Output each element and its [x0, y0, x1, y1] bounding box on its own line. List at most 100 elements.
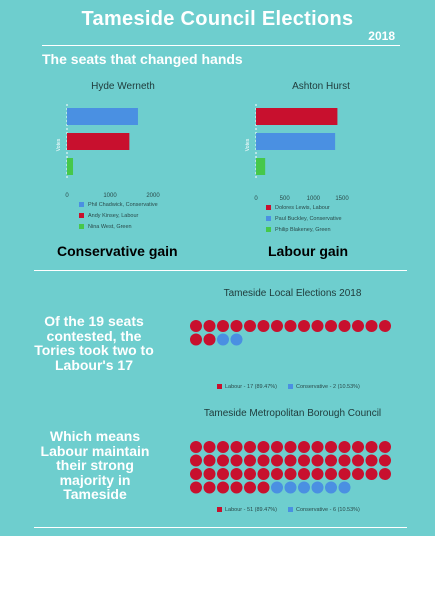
x-tick-label: 500: [280, 196, 291, 202]
bar-chart-ashton-hurst: Votes 0 500 1000 1500 Dolores Lewis, Labour Pa…: [245, 104, 349, 233]
divider: [34, 270, 407, 271]
bar-andy-kinsey-labour: [67, 133, 130, 150]
majority-summary-text: Which means Labour maintain their strong…: [40, 428, 150, 502]
x-tick-label: 2000: [146, 193, 160, 199]
x-tick-label: 1000: [103, 193, 117, 199]
section-subtitle: The seats that changed hands: [42, 51, 243, 67]
bar-phil-chadwick-conservative: [67, 108, 138, 125]
seat-dot-labour: [284, 320, 297, 332]
seat-dot-labour: [352, 320, 364, 332]
seat-dot-labour: [257, 468, 270, 480]
seat-dot-labour: [311, 454, 324, 467]
seat-dot-labour: [203, 320, 216, 332]
legend-label: Phil Chadwick, Conservative: [88, 202, 158, 208]
seat-dot-labour: [244, 481, 256, 494]
seat-dot-labour: [352, 454, 364, 467]
seat-dot-labour: [338, 468, 351, 480]
seat-dot-labour: [230, 481, 243, 494]
seat-dot-labour: [352, 468, 364, 480]
seat-dot-labour: [190, 441, 202, 453]
seat-dot-labour: [244, 468, 256, 480]
seat-dot-labour: [190, 468, 202, 480]
x-tick-label: 1500: [335, 196, 349, 202]
result-conservative-gain: Conservative gain: [57, 243, 178, 259]
seat-dot-labour: [217, 441, 229, 453]
x-tick-label: 0: [65, 193, 69, 199]
seat-dot-conservative: [271, 481, 283, 494]
legend-swatch: [79, 202, 84, 207]
seat-dot-conservative: [338, 481, 351, 494]
bar-dolores-lewis-labour: [256, 108, 338, 125]
year-label: 2018: [368, 29, 395, 43]
bar-chart-hyde-werneth: Votes 0 1000 2000 Phil Chadwick, Conservativ…: [56, 104, 160, 230]
seat-dot-labour: [230, 454, 243, 467]
seat-dot-labour: [217, 481, 229, 494]
seat-dot-labour: [190, 320, 202, 332]
seat-dot-labour: [257, 320, 270, 332]
bar-paul-buckley-conservative: [256, 133, 336, 150]
legend-label: Labour - 51 (89.47%): [225, 507, 277, 513]
seat-dot-labour: [271, 454, 283, 467]
seat-dot-labour: [311, 468, 324, 480]
seat-dot-labour: [271, 468, 283, 480]
seat-dot-labour: [271, 320, 283, 332]
seat-dot-labour: [271, 441, 283, 453]
seat-dot-labour: [338, 454, 351, 467]
bar-nina-west-green: [67, 158, 74, 175]
seat-dot-labour: [311, 320, 324, 332]
seat-dot-labour: [298, 454, 310, 467]
legend-swatch: [79, 224, 84, 229]
seat-dot-conservative: [217, 333, 229, 346]
legend-swatch: [217, 384, 222, 389]
seat-dot-labour: [190, 481, 202, 494]
seat-dot-labour: [230, 468, 243, 480]
legend-swatch: [266, 227, 271, 232]
seat-dot-labour: [379, 320, 391, 332]
waffle-title-local-elections: Tameside Local Elections 2018: [223, 288, 362, 299]
legend-swatch: [288, 507, 293, 512]
legend-swatch: [217, 507, 222, 512]
legend-label: Nina West, Green: [88, 224, 132, 230]
divider: [42, 45, 400, 46]
seat-dot-labour: [203, 333, 216, 346]
legend-label: Paul Buckley, Conservative: [275, 216, 342, 222]
legend-swatch: [79, 213, 84, 218]
page-title: Tameside Council Elections: [81, 8, 354, 30]
seat-dot-labour: [379, 454, 391, 467]
y-axis-label: Votes: [245, 138, 251, 151]
seat-dot-labour: [325, 454, 337, 467]
x-tick-label: 0: [254, 196, 258, 202]
seat-dot-labour: [365, 441, 378, 453]
seat-dot-labour: [325, 468, 337, 480]
seat-dot-labour: [365, 454, 378, 467]
seat-dot-labour: [352, 441, 364, 453]
waffle-chart-borough-council: Labour - 51 (89.47%) Conservative - 6 (10…: [190, 441, 391, 513]
seat-dot-conservative: [230, 333, 243, 346]
seats-summary-text: Of the 19 seats contested, the Tories to…: [34, 313, 154, 373]
legend-label: Conservative - 2 (10.53%): [296, 384, 360, 390]
seat-dot-labour: [203, 468, 216, 480]
seat-dot-labour: [244, 454, 256, 467]
seat-dot-labour: [311, 441, 324, 453]
divider: [34, 527, 407, 528]
chart-title-hyde-werneth: Hyde Werneth: [91, 81, 155, 92]
seat-dot-labour: [284, 468, 297, 480]
seat-dot-labour: [338, 320, 351, 332]
seat-dot-conservative: [325, 481, 337, 494]
seat-dot-labour: [257, 481, 270, 494]
legend-label: Dolores Lewis, Labour: [275, 205, 330, 211]
seat-dot-labour: [257, 454, 270, 467]
legend-label: Philip Blakeney, Green: [275, 227, 331, 233]
waffle-chart-local-elections: Labour - 17 (89.47%) Conservative - 2 (10…: [190, 320, 391, 390]
legend-swatch: [288, 384, 293, 389]
y-axis-label: Votes: [56, 138, 62, 151]
legend-label: Conservative - 6 (10.53%): [296, 507, 360, 513]
seat-dot-labour: [325, 441, 337, 453]
seat-dot-labour: [284, 454, 297, 467]
seat-dot-labour: [338, 441, 351, 453]
seat-dot-labour: [244, 320, 256, 332]
seat-dot-labour: [379, 441, 391, 453]
seat-dot-labour: [203, 441, 216, 453]
bar-philip-blakeney-green: [256, 158, 266, 175]
seat-dot-labour: [217, 320, 229, 332]
